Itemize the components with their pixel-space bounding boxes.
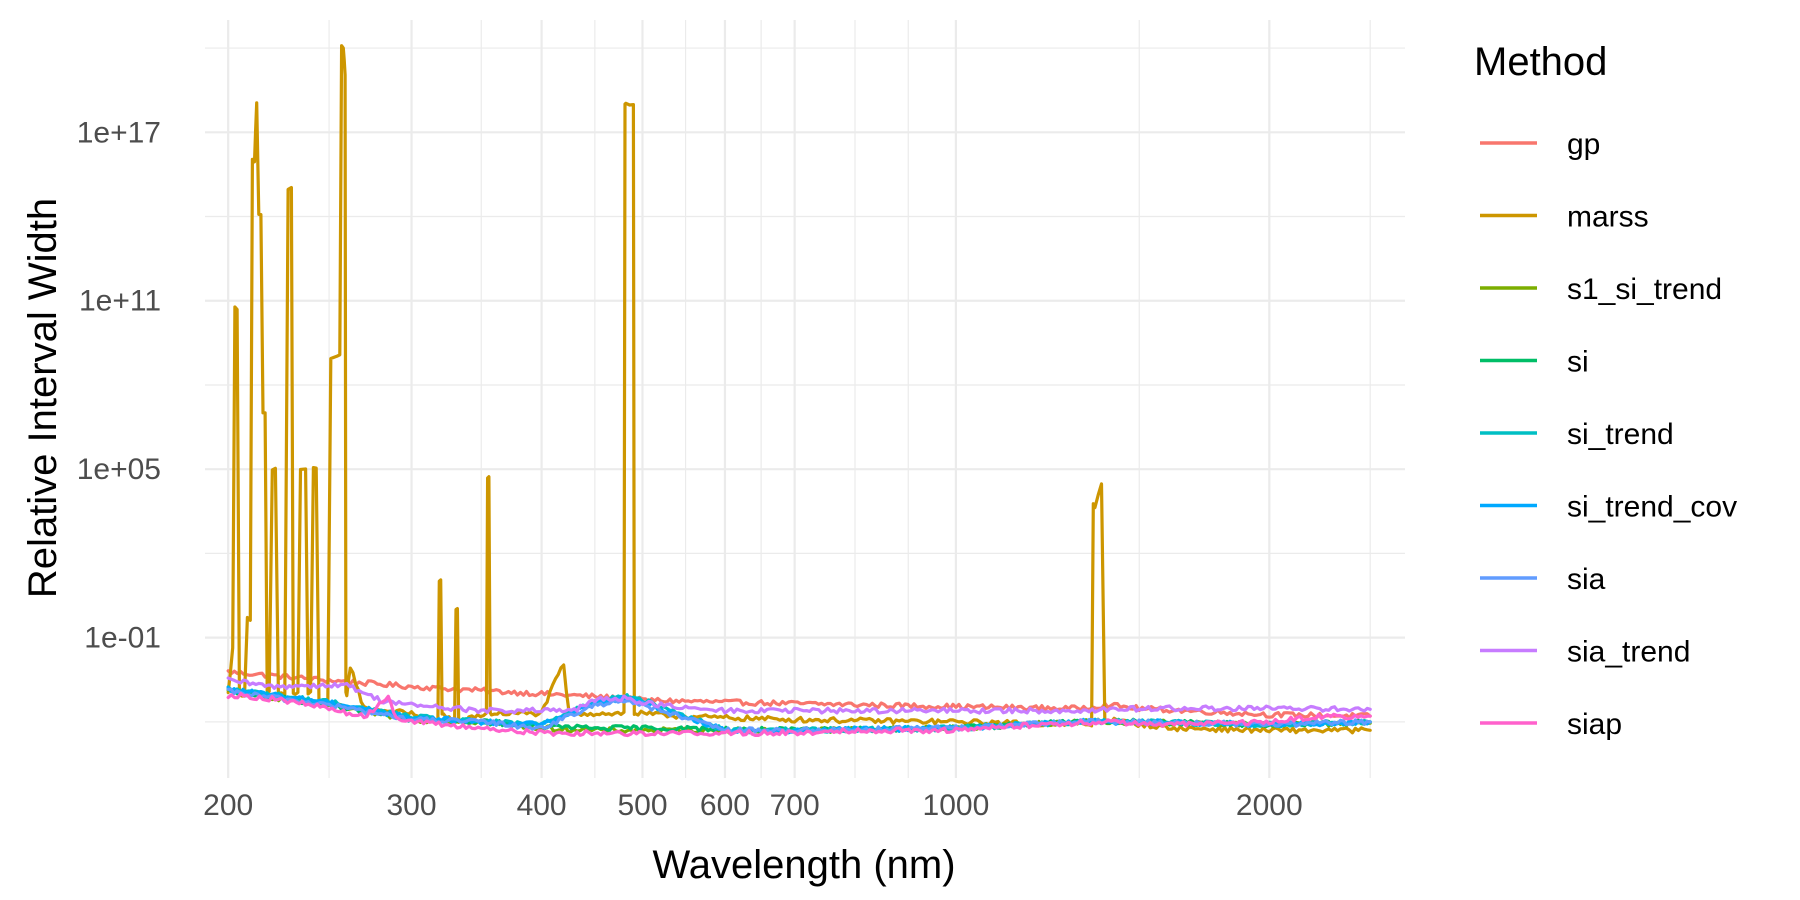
x-tick-label: 1000: [923, 789, 990, 822]
series-line-siap: [226, 691, 1372, 738]
legend-label: sia: [1567, 563, 1606, 596]
legend-title: Method: [1474, 40, 1607, 84]
x-tick-label: 300: [386, 789, 436, 822]
legend-label: si_trend_cov: [1567, 491, 1737, 524]
legend-label: siap: [1567, 708, 1622, 741]
x-tick-label: 600: [700, 789, 750, 822]
series-line-sia-trend: [226, 676, 1372, 715]
gridlines: [205, 20, 1405, 778]
legend-label: marss: [1567, 201, 1649, 234]
x-tick-label: 700: [770, 789, 820, 822]
x-tick-label: 500: [617, 789, 667, 822]
y-tick-label: 1e-01: [84, 622, 161, 655]
y-axis-title: Relative Interval Width: [21, 198, 65, 598]
x-axis-title: Wavelength (nm): [652, 843, 955, 887]
legend-label: gp: [1567, 128, 1600, 161]
y-tick-label: 1e+05: [77, 453, 161, 486]
legend-label: sia_trend: [1567, 636, 1690, 669]
legend-label: si_trend: [1567, 418, 1674, 451]
y-tick-label: 1e+17: [77, 116, 161, 149]
series-line-gp: [226, 669, 1372, 720]
series-line-marss: [226, 44, 1372, 735]
series-lines: [226, 44, 1372, 738]
legend-label: si: [1567, 346, 1589, 379]
x-tick-label: 2000: [1236, 789, 1303, 822]
y-tick-label: 1e+11: [79, 285, 161, 318]
x-tick-label: 400: [517, 789, 567, 822]
x-tick-label: 200: [203, 789, 253, 822]
tick-labels: 200 300 400 500 600 700 1000 2000 1e-01 1e+05 1e+1…: [77, 116, 1303, 822]
legend-label: s1_si_trend: [1567, 273, 1722, 306]
